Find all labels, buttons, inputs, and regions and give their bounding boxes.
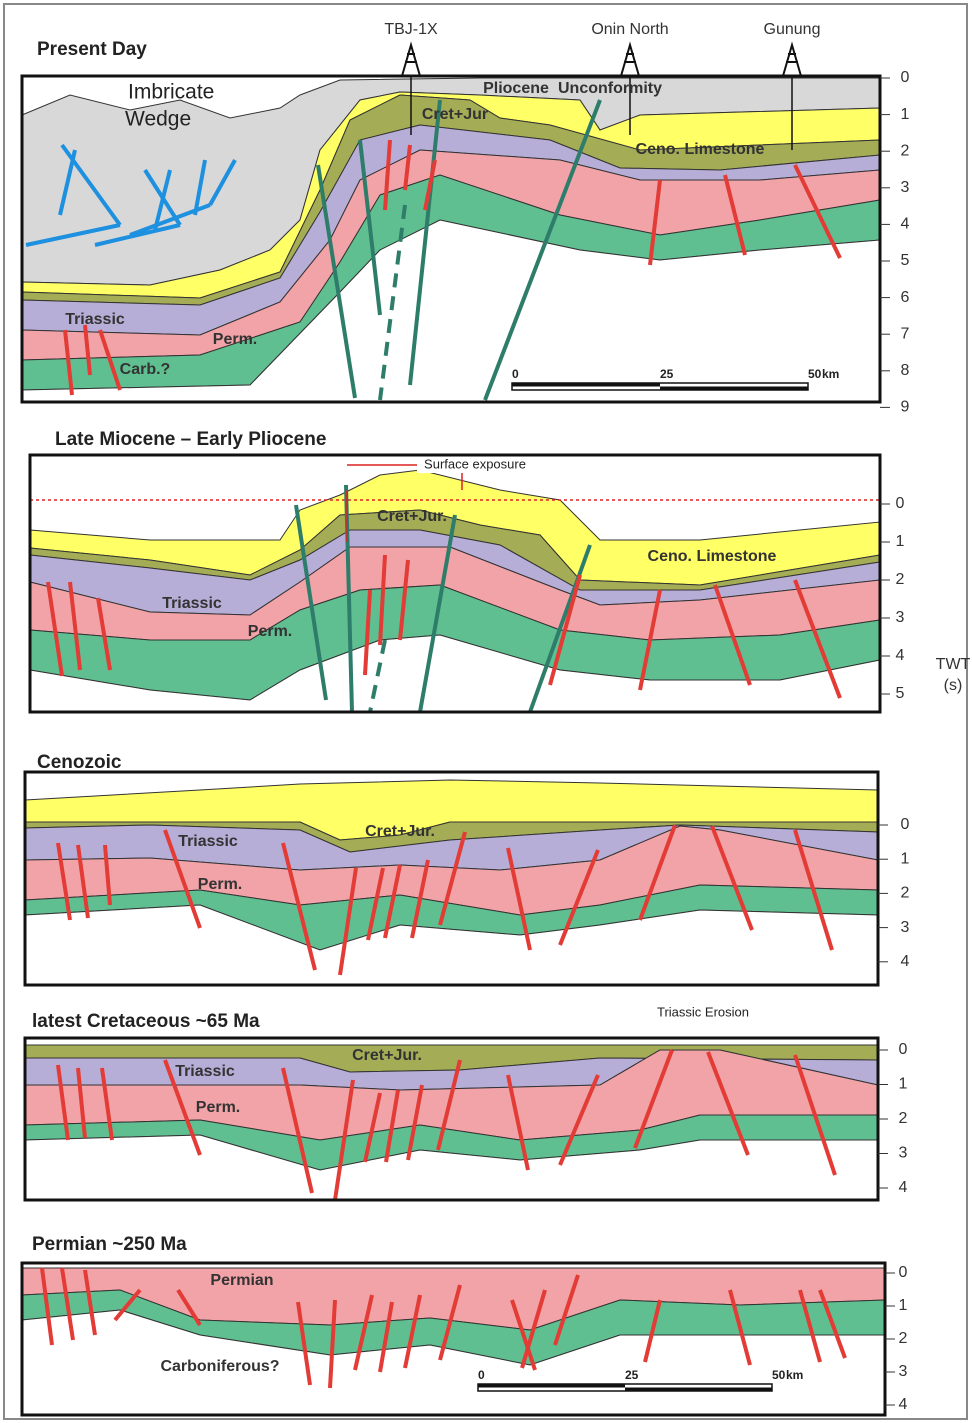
tick-label: 3 — [901, 919, 910, 936]
tick-label: 2 — [899, 1330, 908, 1347]
tick-label: 7 — [901, 325, 910, 342]
label: Triassic Erosion — [657, 1004, 749, 1019]
tick-label: 3 — [899, 1363, 908, 1380]
tick-label: 0 — [901, 816, 910, 833]
label: Permian — [210, 1272, 273, 1289]
label: Perm. — [196, 1099, 240, 1116]
tick-label: 6 — [901, 289, 910, 306]
well-name: Onin North — [591, 21, 668, 38]
label: Wedge — [125, 108, 191, 131]
tick-label: 1 — [899, 1076, 908, 1093]
panel-title: Late Miocene – Early Pliocene — [55, 429, 326, 450]
tick-label: 4 — [896, 647, 905, 664]
label: Imbricate — [128, 81, 214, 104]
tick-label: 1 — [901, 850, 910, 867]
scale-label: 0 — [478, 1368, 485, 1382]
panel-title: Permian ~250 Ma — [32, 1234, 187, 1255]
label: Unconformity — [558, 80, 662, 97]
label: Cret+Jur — [422, 106, 488, 123]
tick-label: 3 — [899, 1145, 908, 1162]
well-rig — [783, 45, 801, 76]
scale-label: 50 — [772, 1368, 786, 1382]
label: Carboniferous? — [160, 1358, 279, 1375]
tick-label: 3 — [901, 179, 910, 196]
tick-label: 0 — [896, 495, 905, 512]
tick-label: 4 — [899, 1396, 908, 1413]
label: Triassic — [162, 595, 222, 612]
scale-bar — [625, 1388, 772, 1392]
label: Triassic — [178, 833, 238, 850]
label: Triassic — [65, 311, 125, 328]
axis-title: TWT — [936, 656, 971, 673]
label: Cret+Jur. — [365, 823, 435, 840]
tick-label: 9 — [901, 399, 910, 416]
label: Triassic — [175, 1063, 235, 1080]
tick-label: 3 — [896, 609, 905, 626]
tick-label: 2 — [899, 1110, 908, 1127]
tick-label: 1 — [896, 533, 905, 550]
label: Cret+Jur. — [352, 1047, 422, 1064]
scale-bar — [660, 387, 808, 391]
scale-unit: km — [786, 1368, 803, 1382]
tick-label: 0 — [899, 1264, 908, 1281]
scale-bar — [512, 383, 660, 387]
tick-label: 2 — [896, 571, 905, 588]
scale-label: 50 — [808, 367, 822, 381]
scale-label: 0 — [512, 367, 519, 381]
tick-label: 5 — [901, 252, 910, 269]
tick-label: 0 — [899, 1041, 908, 1058]
tick-label: 2 — [901, 885, 910, 902]
tick-label: 1 — [901, 106, 910, 123]
label: Perm. — [213, 331, 257, 348]
tick-label: 4 — [901, 953, 910, 970]
label: Carb.? — [120, 361, 171, 378]
tick-label: 4 — [899, 1179, 908, 1196]
scale-unit: km — [822, 367, 839, 381]
label: Ceno. Limestone — [636, 141, 765, 158]
tick-label: 8 — [901, 362, 910, 379]
scale-bar — [478, 1384, 625, 1388]
tick-label: 0 — [901, 69, 910, 86]
scale-label: 25 — [660, 367, 674, 381]
well-rig — [402, 45, 420, 76]
label: Surface exposure — [424, 456, 526, 471]
tick-label: 2 — [901, 142, 910, 159]
tick-label: 5 — [896, 685, 905, 702]
scale-label: 25 — [625, 1368, 639, 1382]
panel-title: latest Cretaceous ~65 Ma — [32, 1011, 260, 1032]
label: Cret+Jur. — [377, 508, 447, 525]
label: Ceno. Limestone — [648, 548, 777, 565]
panel-title: Present Day — [37, 39, 147, 60]
tick-label: 1 — [899, 1297, 908, 1314]
figure: TWT (s) Present Day 0 1 2 3 4 5 6 7 8 9 TBJ-1X Onin … — [0, 0, 972, 1423]
label: Perm. — [248, 623, 292, 640]
panel-title: Cenozoic — [37, 752, 122, 773]
axis-unit: (s) — [944, 677, 963, 694]
well-rig — [621, 45, 639, 76]
well-name: TBJ-1X — [384, 21, 438, 38]
well-name: Gunung — [764, 21, 821, 38]
label: Pliocene — [483, 80, 549, 97]
label: Perm. — [198, 876, 242, 893]
tick-label: 4 — [901, 216, 910, 233]
